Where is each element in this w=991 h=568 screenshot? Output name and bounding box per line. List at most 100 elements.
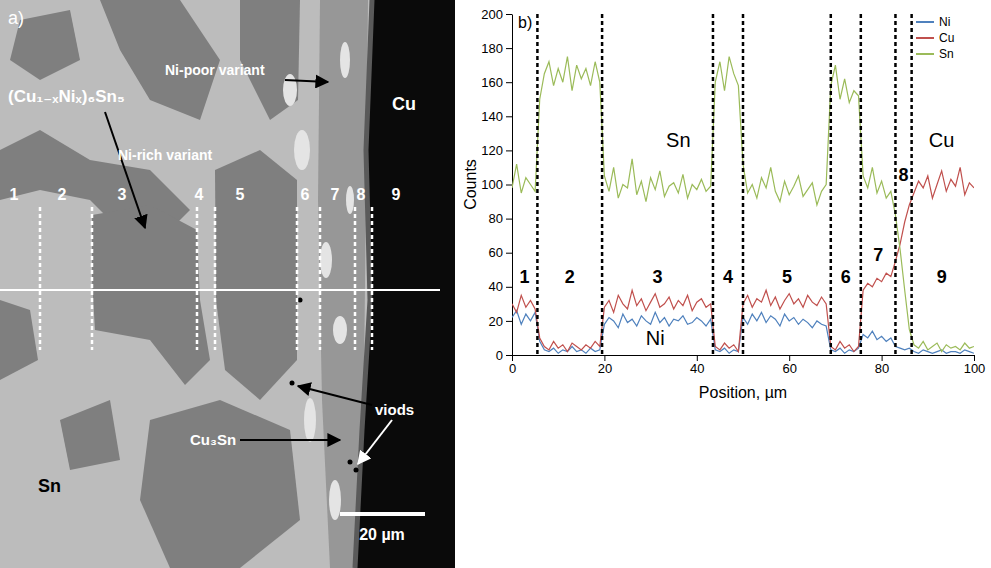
region-divider [296, 207, 299, 350]
y-tick-mark [506, 287, 512, 288]
region-divider [354, 207, 357, 350]
arrow [298, 386, 372, 405]
y-tick-label: 20 [489, 314, 503, 329]
imc-grain [215, 150, 297, 400]
region-number: 8 [357, 186, 366, 203]
void [354, 468, 359, 473]
x-tick-label: 20 [598, 361, 612, 376]
arrow [105, 112, 145, 228]
annotation: Sn [666, 129, 690, 151]
legend-swatch [916, 37, 934, 39]
legend-label: Sn [939, 47, 954, 61]
region-number: 5 [236, 186, 245, 203]
x-tick: 20 [598, 355, 612, 376]
ni-poor-grain [294, 130, 310, 170]
y-tick: 80 [489, 211, 512, 226]
region-number: 1 [10, 186, 19, 203]
y-tick-label: 160 [481, 75, 503, 90]
label-voids: viods [375, 401, 414, 418]
y-tick: 160 [481, 75, 512, 90]
y-tick-mark [506, 355, 512, 356]
y-tick-label: 140 [481, 109, 503, 124]
label-cu3sn: Cu₃Sn [190, 431, 236, 448]
x-tick-label: 0 [509, 361, 516, 376]
y-tick-mark [506, 219, 512, 220]
region-label: 2 [565, 267, 575, 287]
x-tick-mark [604, 355, 605, 361]
region-boundary [742, 14, 745, 355]
region-number: 7 [331, 186, 340, 203]
region-divider [39, 207, 42, 350]
x-axis: 0 20 40 60 80 100 [509, 355, 985, 376]
region-label: 6 [841, 267, 851, 287]
imc-grain [140, 400, 300, 568]
y-tick-label: 80 [489, 211, 503, 226]
y-tick-mark [506, 14, 512, 15]
region-label: 7 [873, 245, 883, 265]
ni-poor-grain [329, 480, 341, 520]
label-imc: (Cu₁₋ₓNiₓ)₆Sn₅ [8, 87, 125, 106]
x-tick-mark [512, 355, 513, 361]
region-boundary [536, 14, 539, 355]
x-tick-label: 80 [875, 361, 889, 376]
x-tick: 60 [782, 355, 796, 376]
region-boundary [712, 14, 715, 355]
y-tick-label: 100 [481, 177, 503, 192]
panel-a: 123456789Ni-poor variant(Cu₁₋ₓNiₓ)₆Sn₅Ni… [0, 0, 455, 568]
x-tick: 0 [509, 355, 516, 376]
y-tick: 20 [489, 314, 512, 329]
x-tick-mark [697, 355, 698, 361]
y-axis-title: Counts [462, 159, 479, 210]
y-axis: 020406080100120140160180200 [481, 7, 512, 363]
region-label: 8 [899, 165, 909, 185]
region-number: 4 [195, 186, 204, 203]
legend-swatch [916, 21, 934, 23]
legend-label: Cu [939, 31, 954, 45]
annotation: Cu [929, 129, 955, 151]
region-divider [371, 207, 374, 350]
y-tick: 180 [481, 41, 512, 56]
label-cu: Cu [392, 94, 416, 114]
y-tick: 120 [481, 143, 512, 158]
scan-line [0, 289, 440, 291]
region-label: 4 [723, 267, 733, 287]
annotation: Ni [646, 327, 665, 349]
region-boundary [830, 14, 833, 355]
legend: NiCuSn [916, 15, 954, 61]
region-number: 3 [118, 186, 127, 203]
region-number: 2 [58, 186, 67, 203]
ni-poor-grain [333, 316, 347, 344]
legend-swatch [916, 53, 934, 55]
cu-substrate [355, 0, 455, 568]
ni-poor-grain [283, 74, 297, 106]
label-sn: Sn [38, 476, 61, 496]
x-tick-mark [882, 355, 883, 361]
region-label: 9 [937, 267, 947, 287]
y-tick: 100 [481, 177, 512, 192]
arrow [285, 80, 328, 82]
x-tick-label: 100 [964, 361, 986, 376]
region-boundary [910, 14, 913, 355]
y-tick-label: 120 [481, 143, 503, 158]
label-ni-rich: Ni-rich variant [118, 147, 212, 163]
x-axis-title: Position, µm [699, 384, 787, 401]
y-tick-mark [506, 82, 512, 83]
region-divider [319, 207, 322, 350]
plot-area [512, 14, 974, 355]
y-tick-label: 0 [496, 348, 503, 363]
x-tick-label: 40 [690, 361, 704, 376]
region-label: 1 [519, 267, 529, 287]
x-tick-mark [789, 355, 790, 361]
y-tick-mark [506, 185, 512, 186]
panel-label: a) [8, 8, 24, 28]
x-tick: 80 [875, 355, 889, 376]
imc-grain [60, 400, 120, 470]
x-tick-mark [974, 355, 975, 361]
chart-texts: 123456789SnCuNib) [518, 14, 954, 349]
y-tick-label: 60 [489, 245, 503, 260]
y-tick-mark [506, 116, 512, 117]
region-label: 3 [653, 267, 663, 287]
cu3sn-layer [355, 0, 372, 568]
panel-b: 020406080100020406080100120140160180200P… [462, 7, 985, 401]
region-divider [214, 207, 217, 350]
